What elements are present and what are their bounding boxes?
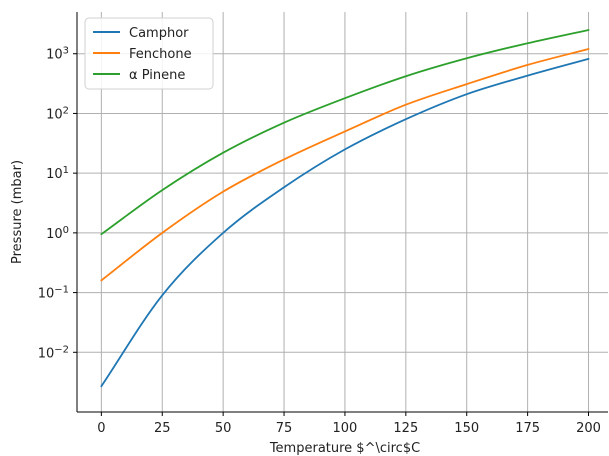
y-tick-label: 101 [46,165,69,183]
legend: Camphor Fenchone α Pinene [84,17,214,90]
series-layer [100,29,590,388]
legend-label-0: Camphor [129,26,189,41]
grid [77,12,608,412]
x-tick-label: 200 [576,421,601,436]
legend-box [84,17,214,90]
series-line-1 [100,48,590,282]
series-line-0 [100,57,590,388]
y-axis-label: Pressure (mbar) [10,160,25,264]
x-tick-label: 50 [215,421,232,436]
y-tick-label: 100 [46,224,69,242]
y-tick-label: 103 [46,45,69,63]
legend-label-2: α Pinene [129,68,185,83]
x-tick-label: 175 [515,421,540,436]
x-tick-label: 25 [154,421,171,436]
x-tick-label: 0 [97,421,105,436]
x-axis-label: Temperature $^\circ$C [269,441,420,456]
series-line-2 [100,29,590,236]
x-tick-label: 125 [393,421,418,436]
x-tick-label: 75 [276,421,293,436]
y-tick-label: 102 [46,105,69,123]
x-tick-label: 150 [454,421,479,436]
tick-labels: 0 25 50 75 100 125 150 175 200 10−2 10−1 100 101 102 1… [38,45,601,436]
legend-label-1: Fenchone [129,47,192,62]
y-tick-label: 10−1 [38,284,69,302]
axes [73,12,608,416]
x-tick-label: 100 [333,421,358,436]
y-tick-label: 10−2 [38,344,69,362]
